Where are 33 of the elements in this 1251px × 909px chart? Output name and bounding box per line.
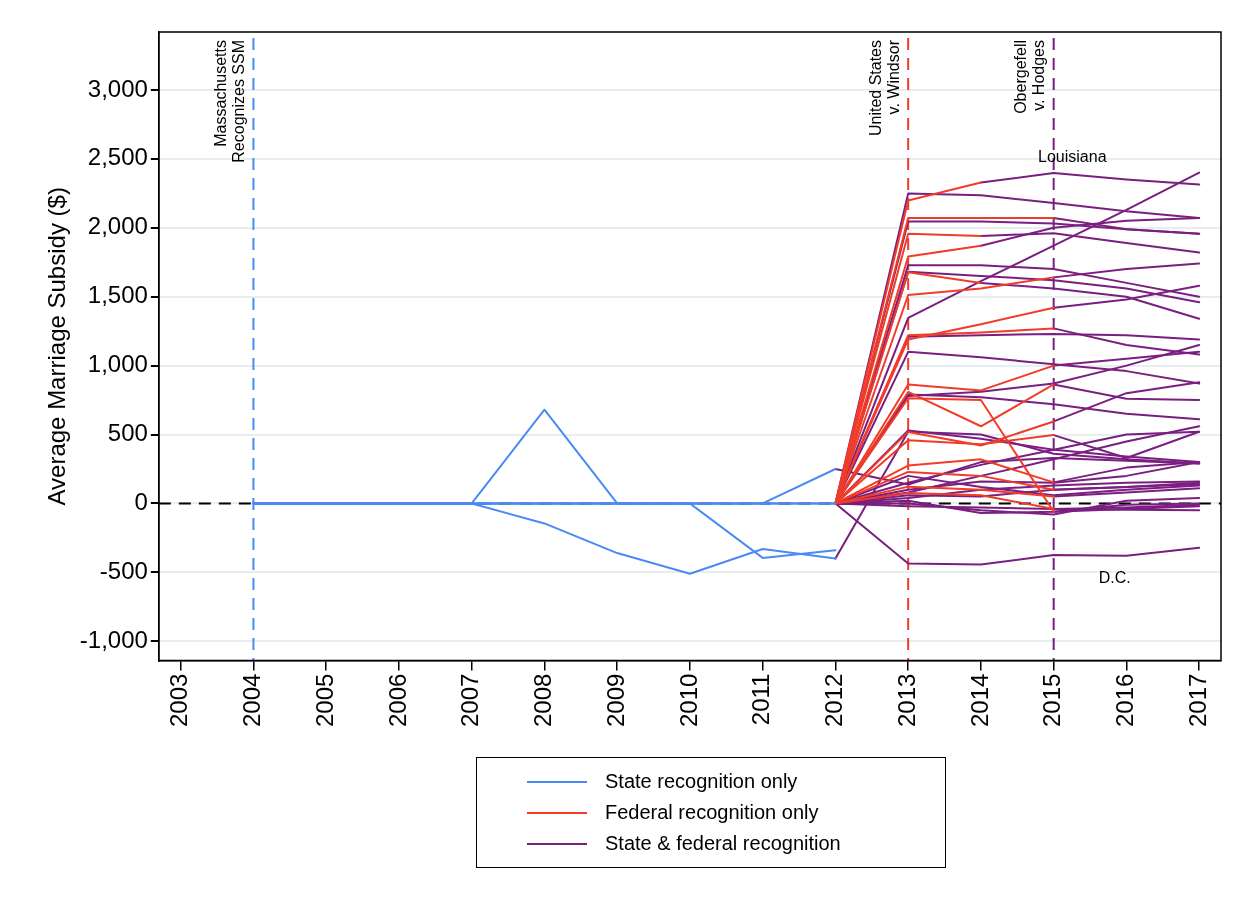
x-tick-label: 2006: [383, 673, 411, 727]
ref-line-label: Obergefell v. Hodges: [1012, 40, 1048, 114]
x-tick-label: 2007: [456, 673, 484, 727]
x-tick-label: 2012: [820, 673, 848, 727]
x-tick-label: 2010: [674, 673, 702, 727]
x-tick-label: 2004: [238, 673, 266, 727]
y-tick-label: 3,000: [87, 74, 148, 102]
y-tick-label: -1,000: [79, 625, 148, 653]
x-tick-label: 2009: [601, 673, 629, 727]
y-tick-label: 2,000: [87, 212, 148, 240]
x-tick-label: 2011: [747, 673, 775, 726]
legend-label: Federal recognition only: [605, 801, 819, 824]
x-tick-label: 2014: [965, 673, 993, 727]
legend-label: State recognition only: [605, 770, 798, 793]
x-tick-label: 2017: [1183, 673, 1211, 727]
ref-line-label: Massachusetts Recognizes SSM: [211, 40, 247, 163]
x-tick-label: 2015: [1038, 673, 1066, 727]
annotation: D.C.: [1098, 569, 1131, 587]
y-tick-label: 1,000: [87, 350, 148, 378]
x-tick-label: 2016: [1111, 673, 1139, 727]
legend-label: State & federal recognition: [605, 832, 841, 855]
y-tick-label: 0: [134, 488, 148, 516]
y-axis-title: Average Marriage Subsidy ($): [43, 187, 71, 506]
y-tick-label: 2,500: [87, 143, 148, 171]
y-tick-label: -500: [99, 557, 148, 585]
x-tick-label: 2003: [165, 673, 193, 727]
y-tick-label: 500: [107, 419, 148, 447]
x-tick-label: 2005: [310, 673, 338, 727]
x-tick-label: 2013: [892, 673, 920, 727]
annotation: Louisiana: [1038, 148, 1107, 166]
ref-line-label: United States v. Windsor: [866, 39, 902, 137]
y-tick-label: 1,500: [87, 281, 148, 309]
x-tick-label: 2008: [529, 673, 557, 727]
